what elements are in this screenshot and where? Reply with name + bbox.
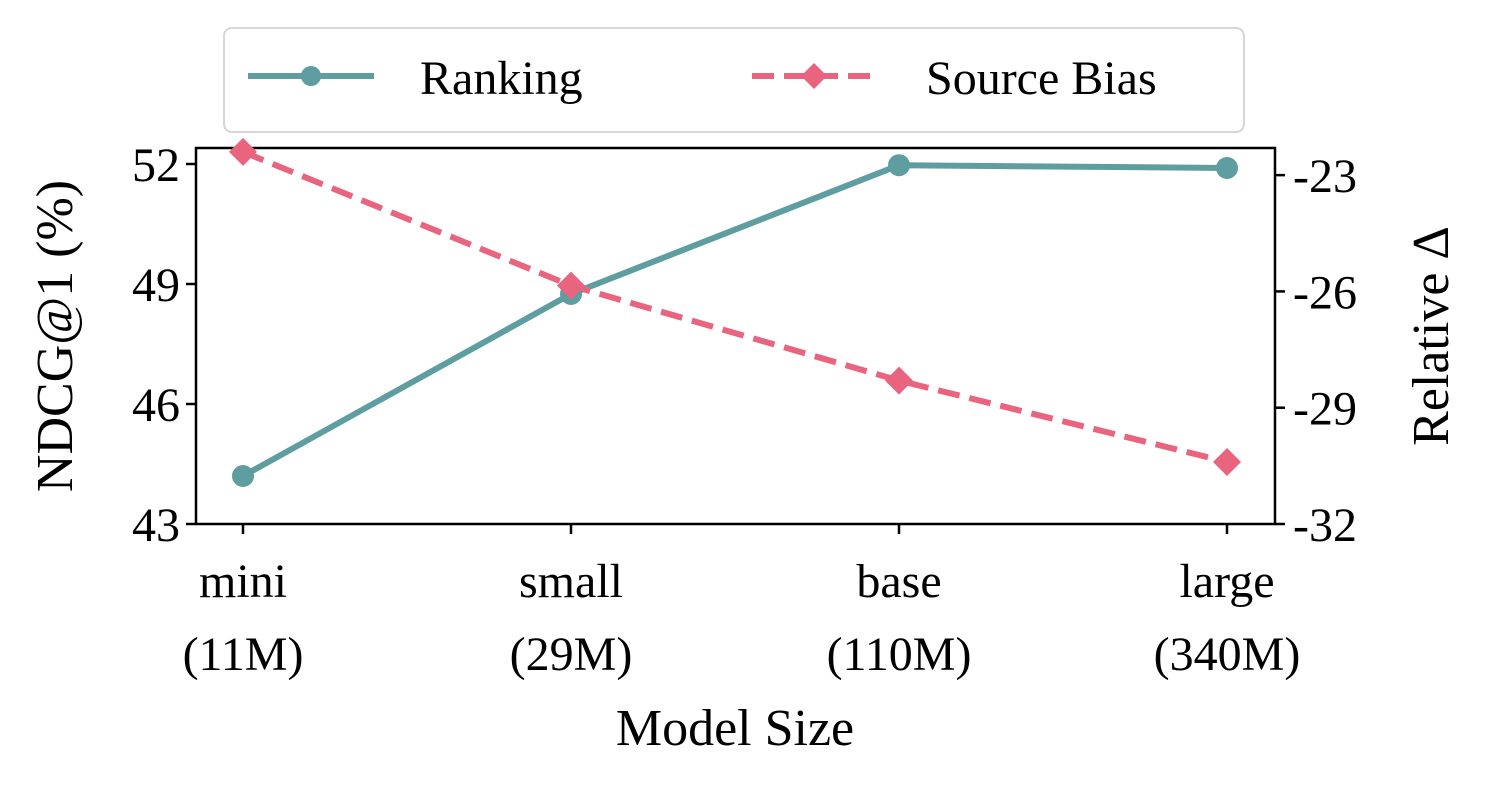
x-tick-label-size: (110M) (827, 628, 972, 681)
x-tick-label: base (856, 555, 941, 608)
data-point-source-bias (229, 137, 257, 166)
x-tick-label: mini (199, 555, 287, 608)
right-tick-label: -23 (1293, 150, 1357, 203)
legend-label-ranking: Ranking (420, 52, 583, 105)
data-point-ranking (232, 465, 254, 487)
x-axis-label: Model Size (616, 700, 854, 757)
x-tick-label-size: (11M) (183, 628, 304, 681)
legend-label-source-bias: Source Bias (926, 52, 1157, 105)
plot-frame (194, 146, 1277, 526)
legend: Ranking Source Bias (223, 27, 1245, 133)
left-tick-label: 52 (132, 139, 180, 192)
x-tick-label: large (1179, 555, 1274, 608)
right-tick-label: -32 (1293, 499, 1357, 552)
series-line-ranking (241, 162, 1228, 479)
x-tick-label-size: (29M) (510, 628, 633, 681)
right-axis-ticks: -32 -29 -26 -23 (1275, 150, 1357, 552)
right-tick-label: -29 (1293, 383, 1357, 436)
data-point-source-bias (1213, 447, 1241, 476)
data-point-source-bias (885, 366, 913, 395)
legend-marker-source-bias (801, 63, 827, 89)
legend-marker-ranking (301, 66, 321, 86)
series-points-ranking (232, 154, 1238, 487)
left-tick-label: 43 (132, 499, 180, 552)
x-tick-label: small (519, 555, 623, 608)
left-axis-ticks: 43 46 49 52 (132, 139, 196, 552)
data-point-ranking (888, 154, 910, 177)
left-tick-label: 46 (132, 379, 180, 432)
right-tick-label: -26 (1293, 266, 1357, 319)
right-axis-label: Relative Δ (1403, 226, 1460, 446)
legend-frame (223, 27, 1245, 133)
left-tick-label: 49 (132, 259, 180, 312)
data-point-source-bias (557, 271, 585, 300)
series-line-source-bias (241, 149, 1228, 465)
data-point-ranking (1216, 157, 1238, 179)
series-points-source-bias (229, 137, 1241, 476)
x-axis-ticks: mini (11M) small (29M) base (110M) large (340M) (183, 524, 1301, 681)
x-tick-label-size: (340M) (1154, 628, 1301, 681)
left-axis-label: NDCG@1 (%) (27, 180, 84, 492)
